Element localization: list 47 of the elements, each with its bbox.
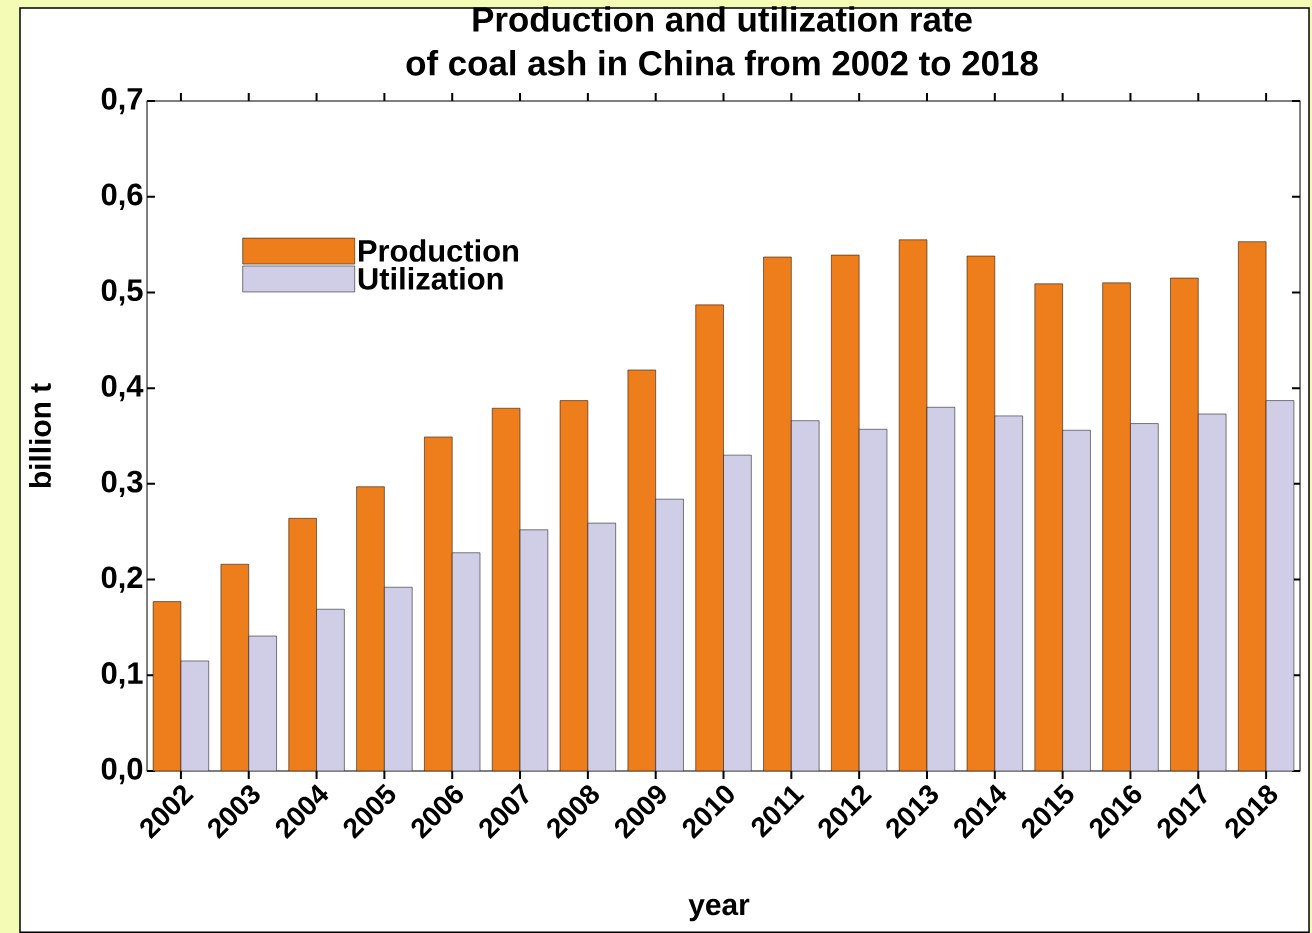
legend-label: Utilization: [358, 267, 503, 290]
bar: [424, 436, 453, 771]
bar: [859, 429, 887, 771]
bar: [356, 486, 385, 771]
bar: [316, 609, 345, 771]
bar: [655, 499, 684, 771]
bar: [1102, 282, 1131, 771]
bar: [723, 455, 752, 771]
y-tick-label: 0,6: [101, 183, 143, 210]
y-tick-label: 0,3: [101, 470, 143, 498]
bar: [587, 523, 616, 771]
bar: [220, 564, 249, 771]
bar: [831, 255, 860, 771]
bar: [492, 408, 521, 771]
bar: [384, 587, 413, 771]
chart-title: Production and utilization rate of coal ash in China from 2002 to 2018: [406, 6, 1038, 76]
bar: [288, 518, 317, 771]
bar: [695, 304, 724, 771]
bar: [967, 256, 995, 771]
bar: [180, 660, 209, 771]
y-tick-label: 0,2: [101, 566, 143, 593]
bar: [791, 420, 820, 771]
legend-label: Production: [358, 239, 519, 262]
y-axis-title: billion t: [29, 383, 51, 488]
bar: [248, 636, 277, 771]
bar: [452, 552, 481, 771]
y-tick-label: 0,0: [101, 757, 143, 785]
bar: [763, 257, 792, 771]
bar: [153, 601, 181, 771]
bar: [520, 529, 548, 771]
y-tick-label: 0,1: [101, 662, 143, 689]
y-tick-label: 0,7: [101, 87, 143, 115]
x-axis-title: year: [688, 898, 750, 922]
bar: [1170, 278, 1199, 771]
bar: [1265, 400, 1295, 771]
bar: [899, 239, 927, 771]
y-tick-label: 0,5: [101, 279, 143, 306]
bar: [627, 369, 656, 771]
bar: [560, 400, 588, 771]
bar: [1238, 241, 1267, 771]
bar: [1130, 423, 1159, 771]
bar: [1034, 283, 1063, 771]
bar: [926, 407, 955, 771]
bar: [1062, 430, 1091, 771]
bar: [994, 415, 1023, 771]
bar: [1198, 413, 1227, 771]
y-tick-label: 0,4: [101, 374, 144, 402]
